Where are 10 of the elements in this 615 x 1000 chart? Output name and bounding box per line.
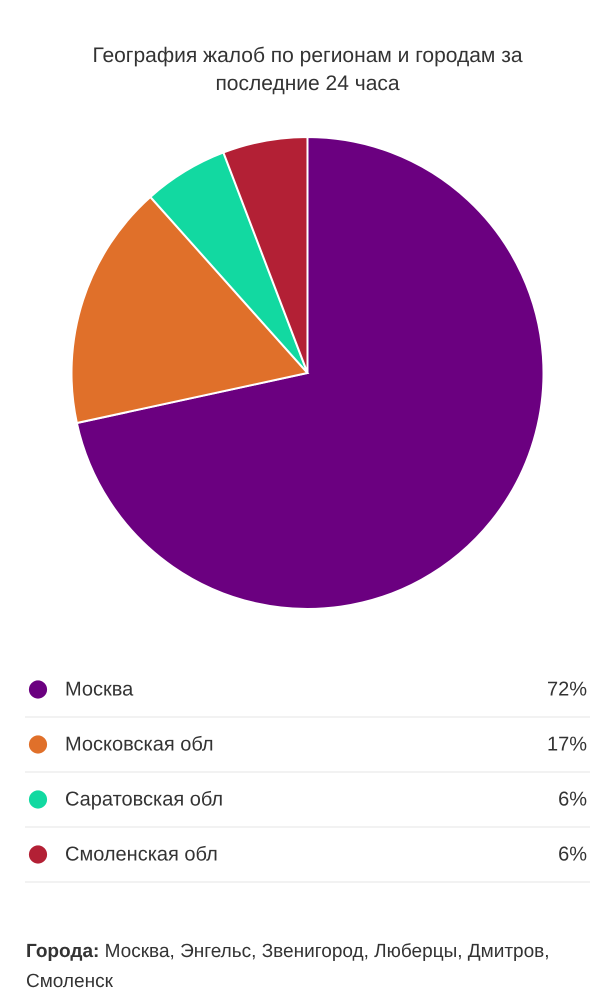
legend-label: Смоленская обл <box>65 844 218 866</box>
legend-label: Московская обл <box>65 734 214 756</box>
data-label: 17% <box>546 734 588 756</box>
legend-label: Саратовская обл <box>65 788 224 810</box>
data-label: 72% <box>546 678 588 700</box>
text: Города: Москва, Энгельс, Звенигород, Люберцы, Дмитров, Смоленск <box>26 940 551 994</box>
chart-title: География жалоб по регионам и городам за последние 24 часа <box>91 43 524 97</box>
data-label: 6% <box>558 788 588 810</box>
data-label: 6% <box>558 844 588 866</box>
legend-label: Москва <box>65 678 134 700</box>
